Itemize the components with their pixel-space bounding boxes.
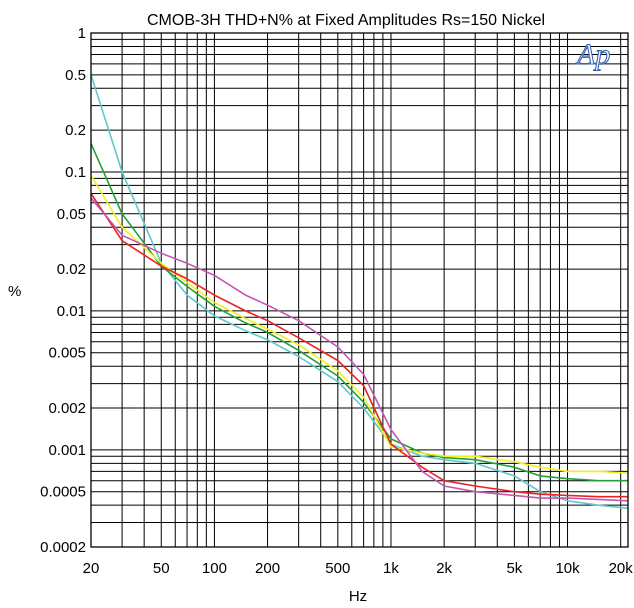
y-tick-label: 0.02 xyxy=(57,261,86,278)
x-tick-label: 200 xyxy=(255,560,280,577)
y-tick-label: 0.01 xyxy=(57,303,86,320)
y-tick-label: 0.05 xyxy=(57,206,86,223)
series-line-3 xyxy=(90,174,629,474)
series-line-1 xyxy=(90,74,629,510)
grid xyxy=(91,33,628,547)
x-tick-label: 1k xyxy=(383,560,399,577)
y-tick-label: 0.0002 xyxy=(40,539,86,556)
y-tick-label: 0.005 xyxy=(48,345,86,362)
series-line-4 xyxy=(90,193,628,498)
y-tick-label: 0.1 xyxy=(65,164,86,181)
series-group xyxy=(90,74,629,510)
x-tick-label: 500 xyxy=(325,560,350,577)
plot-frame xyxy=(90,32,629,548)
y-tick-label: 0.0005 xyxy=(40,484,86,501)
x-axis-label: Hz xyxy=(349,588,367,605)
x-tick-label: 50 xyxy=(153,560,170,577)
x-tick-label: 20k xyxy=(609,560,634,577)
x-tick-label: 2k xyxy=(436,560,452,577)
y-tick-label: 0.002 xyxy=(48,400,86,417)
chart-title: CMOB-3H THD+N% at Fixed Amplitudes Rs=15… xyxy=(147,12,545,29)
y-tick-label: 1 xyxy=(78,25,86,42)
y-axis-label: % xyxy=(8,283,21,300)
y-tick-label: 0.2 xyxy=(65,122,86,139)
tick-labels: 20 50 100 200 500 1k 2k 5k 10k 20k 1 0.5 0.2 0.1 0.05 0… xyxy=(40,25,633,577)
x-tick-label: 10k xyxy=(555,560,580,577)
ap-logo: Ap xyxy=(575,38,610,71)
y-tick-label: 0.001 xyxy=(48,442,86,459)
x-tick-label: 20 xyxy=(83,560,100,577)
series-line-5 xyxy=(90,197,629,502)
x-tick-label: 5k xyxy=(506,560,522,577)
y-tick-label: 0.5 xyxy=(65,67,86,84)
series-line-2 xyxy=(90,143,628,482)
x-tick-label: 100 xyxy=(202,560,227,577)
